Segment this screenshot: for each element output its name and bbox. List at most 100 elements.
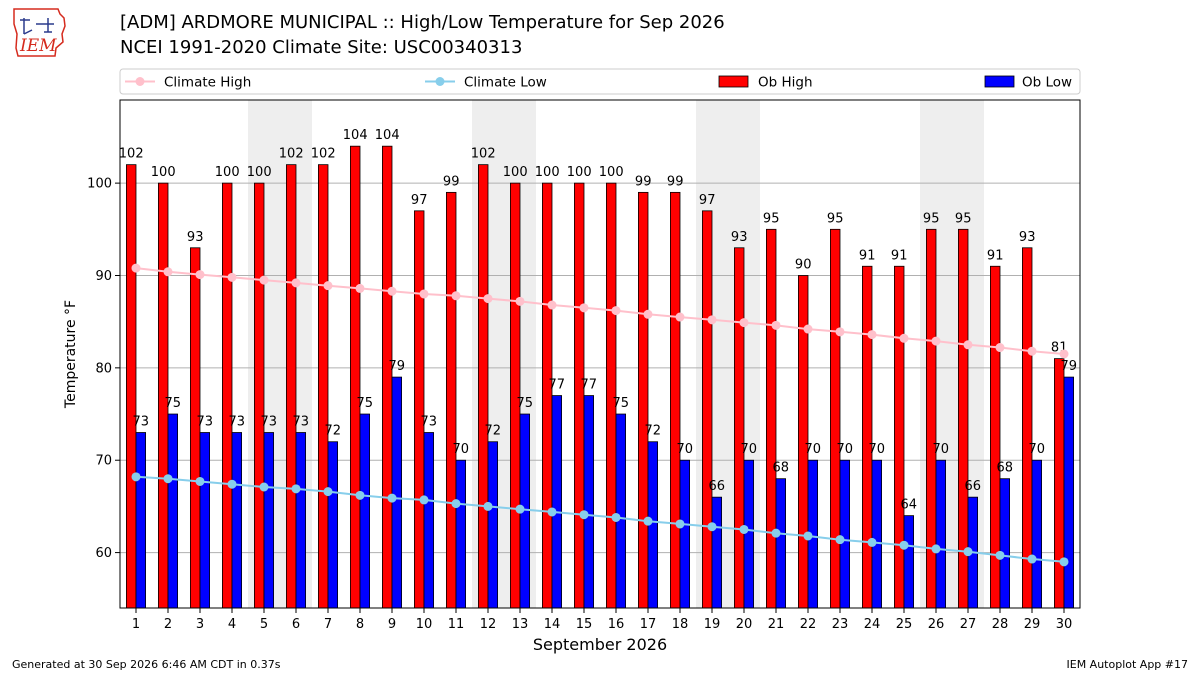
legend-climate-high-marker bbox=[135, 77, 145, 86]
climate-high-point bbox=[355, 283, 365, 293]
climate-low-point bbox=[387, 493, 397, 503]
ob-low-bar bbox=[359, 413, 371, 609]
ob-low-label: 75 bbox=[357, 396, 374, 411]
ob-low-bar bbox=[679, 459, 691, 609]
ob-high-bar bbox=[670, 191, 681, 609]
climate-high-point bbox=[131, 263, 141, 273]
ob-high-bar bbox=[285, 164, 297, 609]
ob-low-bar bbox=[263, 432, 275, 609]
climate-low-point bbox=[163, 474, 173, 484]
ob-low-bar bbox=[583, 395, 595, 609]
ob-low-bar bbox=[167, 413, 179, 609]
ob-high-label: 90 bbox=[795, 257, 812, 272]
ob-high-label: 102 bbox=[119, 147, 144, 162]
climate-low-point bbox=[579, 510, 589, 520]
ob-low-bar bbox=[999, 478, 1011, 609]
climate-high-point bbox=[259, 275, 269, 285]
climate-low-point bbox=[195, 476, 205, 486]
ob-high-bar bbox=[221, 182, 233, 609]
y-axis-label: Temperature °F bbox=[63, 300, 79, 409]
ob-low-bar bbox=[1031, 459, 1043, 609]
x-tick-label: 27 bbox=[960, 617, 977, 632]
ob-low-label: 66 bbox=[709, 479, 726, 494]
ob-low-bar bbox=[871, 459, 883, 609]
ob-low-bar bbox=[743, 459, 755, 609]
ob-high-bar bbox=[638, 191, 649, 609]
x-tick-label: 5 bbox=[260, 617, 268, 632]
x-tick-label: 22 bbox=[800, 617, 817, 632]
climate-high-point bbox=[515, 296, 525, 306]
x-tick-label: 30 bbox=[1056, 617, 1073, 632]
x-tick-label: 29 bbox=[1024, 617, 1041, 632]
ob-high-label: 104 bbox=[375, 128, 400, 143]
ob-low-bar bbox=[551, 395, 563, 609]
ob-high-label: 100 bbox=[599, 165, 624, 180]
climate-low-point bbox=[259, 482, 269, 492]
climate-low-point bbox=[643, 516, 653, 526]
ob-high-bar bbox=[413, 210, 425, 609]
ob-high-label: 100 bbox=[215, 165, 240, 180]
ob-high-label: 102 bbox=[471, 147, 496, 162]
climate-high-point bbox=[419, 289, 429, 299]
ob-high-label: 95 bbox=[923, 211, 940, 226]
ob-high-label: 91 bbox=[891, 248, 908, 263]
ob-high-label: 100 bbox=[503, 165, 528, 180]
climate-high-point bbox=[163, 267, 173, 277]
plot-frame bbox=[119, 99, 1081, 609]
climate-low-point bbox=[867, 537, 877, 547]
logo-text: IEM bbox=[19, 36, 57, 56]
x-tick-label: 18 bbox=[672, 617, 689, 632]
ob-high-label: 93 bbox=[187, 230, 204, 245]
climate-high-point bbox=[195, 270, 205, 280]
climate-high-point bbox=[483, 294, 493, 304]
ob-low-label: 70 bbox=[677, 442, 694, 457]
ob-low-label: 72 bbox=[485, 424, 502, 439]
ob-high-label: 100 bbox=[567, 165, 592, 180]
ob-high-label: 100 bbox=[151, 165, 176, 180]
ob-high-label: 104 bbox=[343, 128, 368, 143]
climate-high-point bbox=[291, 278, 301, 288]
ob-high-bar bbox=[445, 191, 457, 609]
ob-high-bar bbox=[317, 164, 329, 609]
climate-high-point bbox=[867, 330, 877, 340]
climate-high-point bbox=[963, 340, 973, 350]
x-tick-label: 16 bbox=[608, 617, 625, 632]
climate-low-point bbox=[227, 479, 237, 489]
climate-low-point bbox=[451, 499, 461, 509]
legend-ob-high-label: Ob High bbox=[758, 75, 813, 91]
climate-low-point bbox=[899, 540, 909, 550]
y-tick-label: 80 bbox=[95, 361, 112, 376]
climate-high-point bbox=[323, 281, 333, 291]
climate-high-point bbox=[675, 312, 685, 322]
ob-low-bar bbox=[1063, 376, 1075, 609]
x-tick-label: 1 bbox=[132, 617, 140, 632]
climate-high-point bbox=[451, 291, 461, 301]
ob-high-bar bbox=[894, 265, 905, 609]
climate-high-line bbox=[135, 267, 1065, 355]
climate-low-point bbox=[803, 531, 813, 541]
climate-low-point bbox=[483, 501, 493, 511]
ob-high-label: 91 bbox=[987, 248, 1004, 263]
legend-climate-high-label: Climate High bbox=[164, 75, 251, 91]
climate-low-point bbox=[419, 495, 429, 505]
ob-high-label: 100 bbox=[535, 165, 560, 180]
ob-low-label: 79 bbox=[389, 359, 406, 374]
x-tick-label: 15 bbox=[576, 617, 593, 632]
climate-low-line bbox=[135, 475, 1065, 563]
ob-low-label: 70 bbox=[869, 442, 886, 457]
climate-low-point bbox=[739, 524, 749, 534]
ob-low-label: 68 bbox=[773, 461, 790, 476]
ob-low-label: 64 bbox=[901, 498, 918, 513]
legend-box bbox=[119, 68, 1081, 95]
generated-footer: Generated at 30 Sep 2026 6:46 AM CDT in … bbox=[12, 658, 281, 671]
y-tick-label: 90 bbox=[95, 269, 112, 284]
ob-high-label: 97 bbox=[699, 193, 716, 208]
ob-low-label: 79 bbox=[1061, 359, 1078, 374]
climate-high-point bbox=[835, 327, 845, 337]
x-tick-label: 11 bbox=[448, 617, 465, 632]
ob-low-label: 70 bbox=[933, 442, 950, 457]
ob-low-label: 73 bbox=[197, 415, 214, 430]
y-tick-label: 100 bbox=[87, 177, 112, 192]
ob-high-label: 93 bbox=[1019, 230, 1036, 245]
climate-high-point bbox=[995, 343, 1005, 353]
